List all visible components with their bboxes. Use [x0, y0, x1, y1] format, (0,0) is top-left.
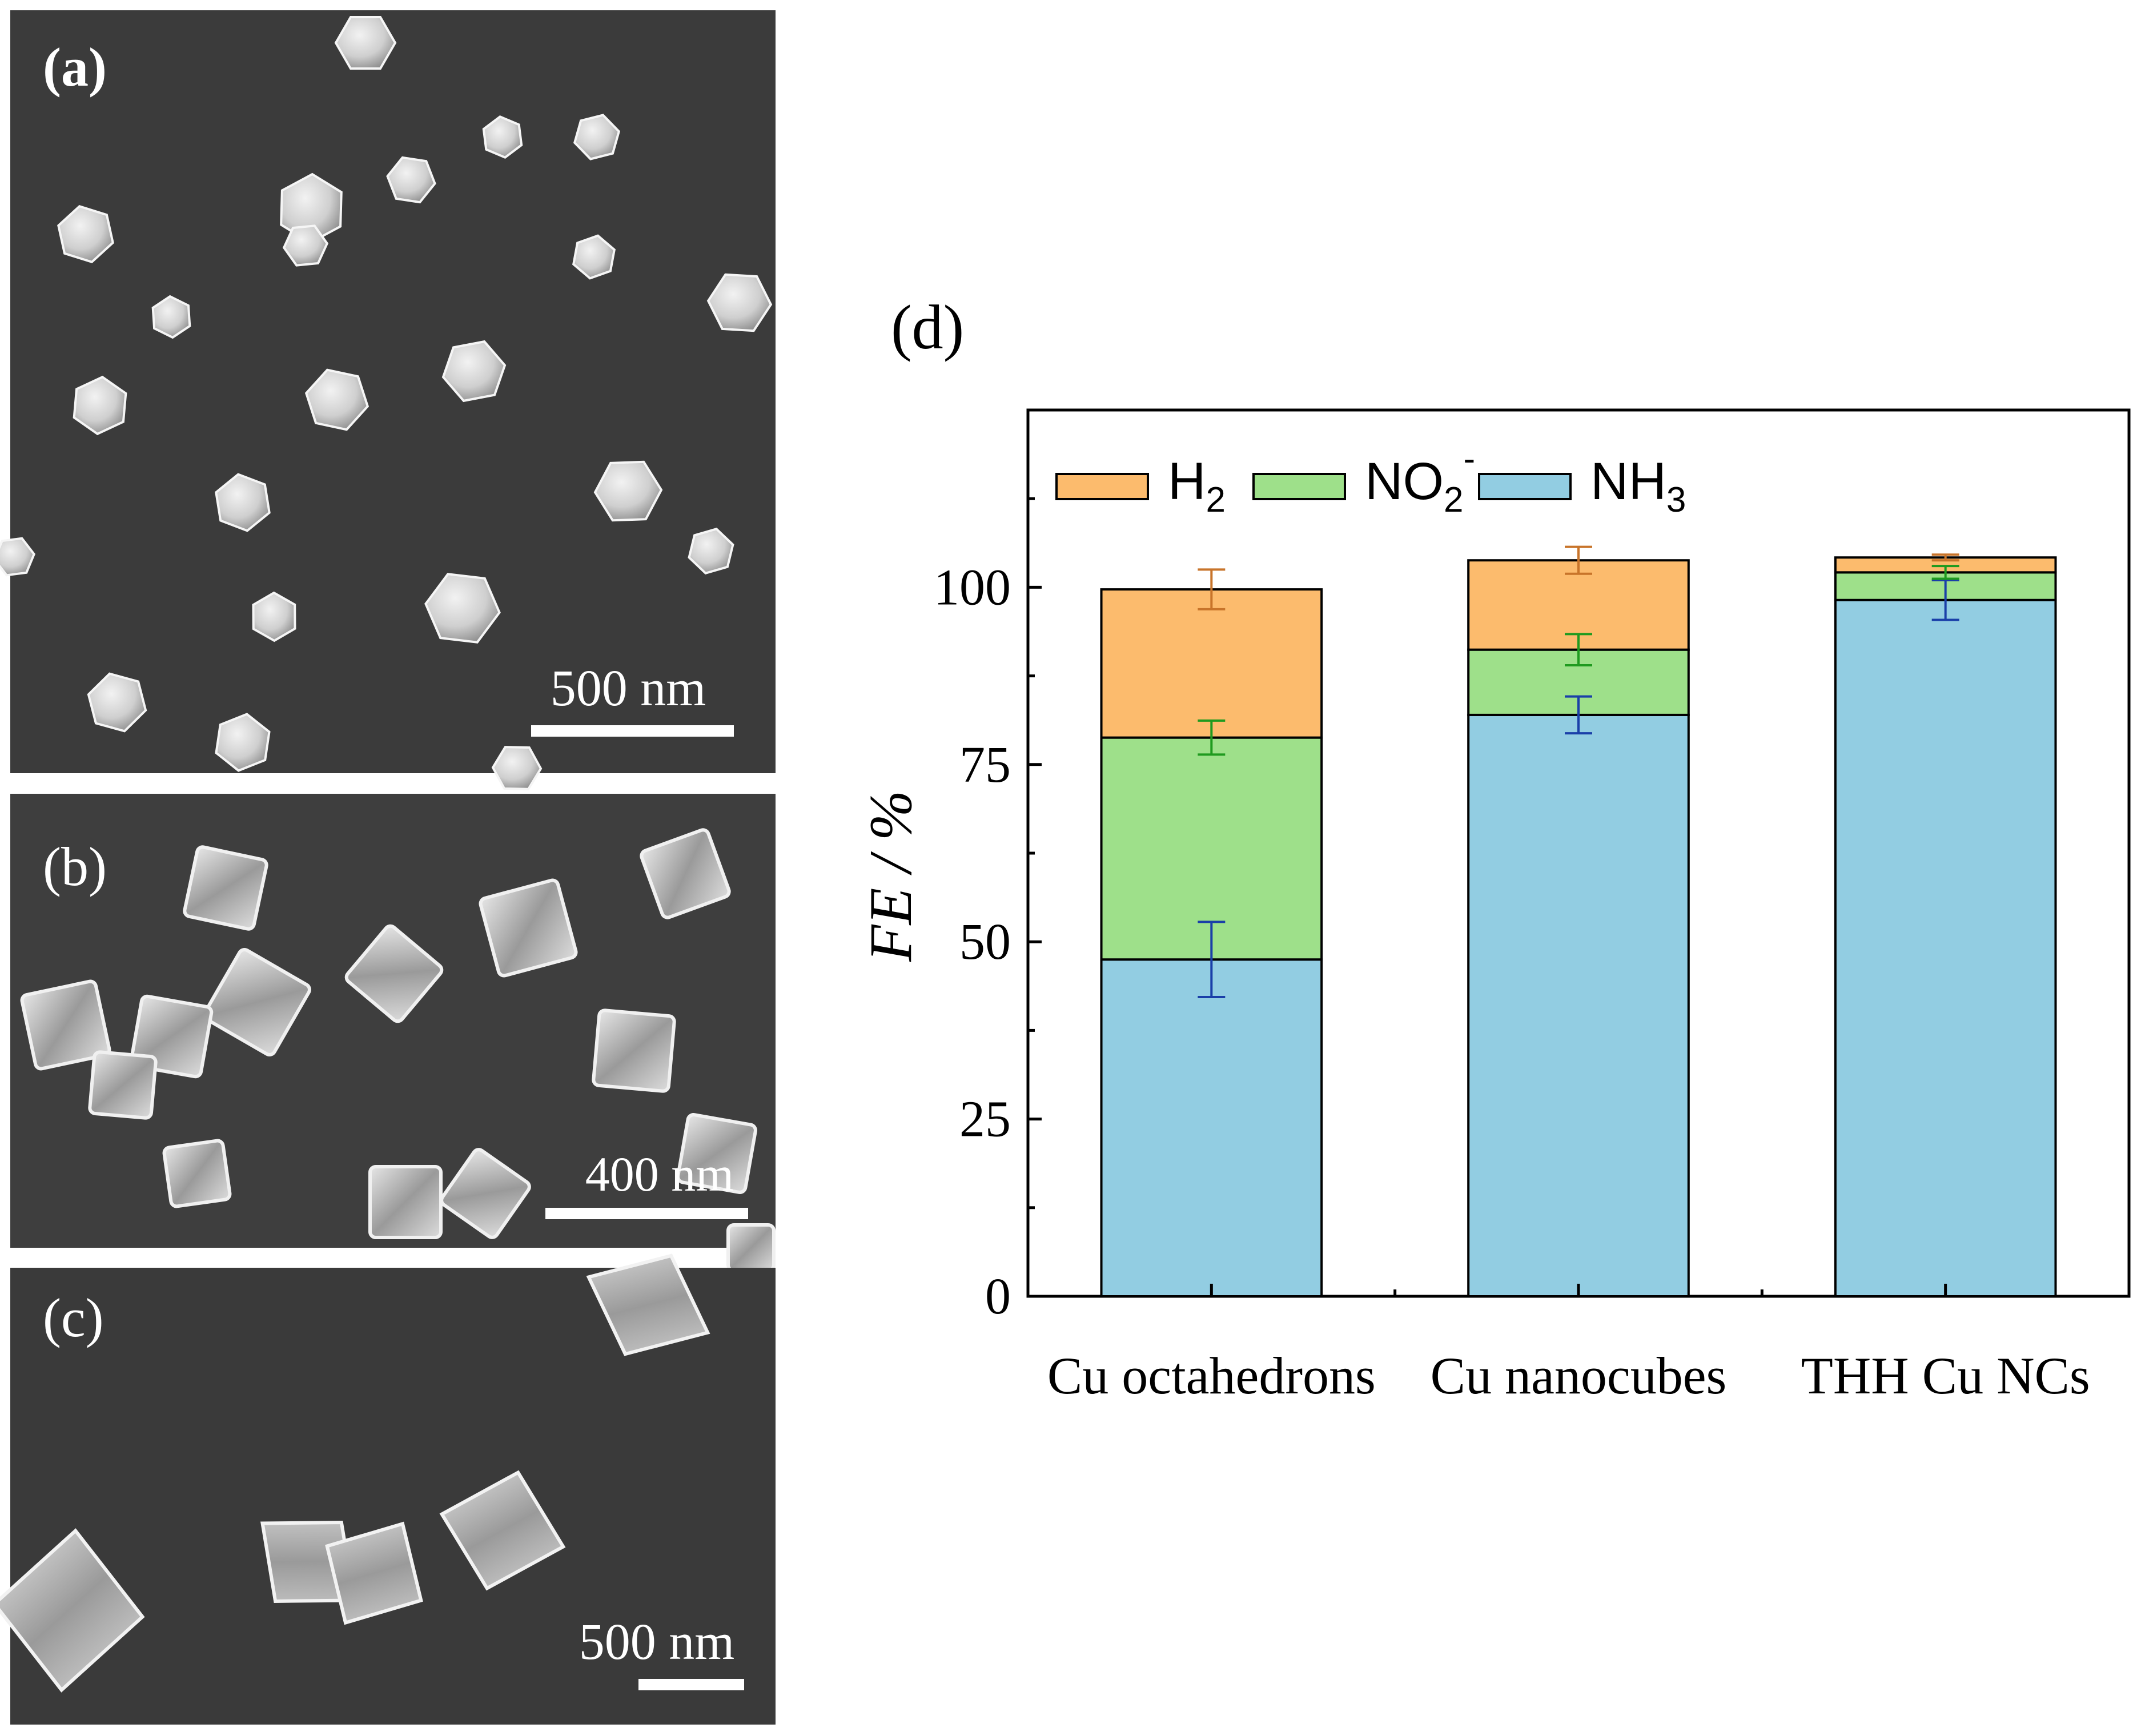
octahedron-particle	[280, 172, 343, 244]
legend-label: NH3	[1590, 452, 1686, 520]
panel-b-micrograph: (b) 400 nm	[10, 794, 776, 1272]
error-bar	[1198, 568, 1226, 610]
panel-a-micrograph: (a) 500 nm	[0, 10, 776, 790]
octahedron-particle	[688, 527, 734, 575]
x-tick-label: Cu octahedrons	[1047, 1347, 1376, 1405]
panel-a-scale-bar	[531, 725, 734, 737]
error-bar	[1931, 553, 1959, 562]
octahedron-particle	[424, 573, 501, 644]
octahedron-particle	[73, 375, 127, 436]
thh-particle	[586, 1253, 710, 1356]
error-bar	[1565, 695, 1592, 735]
octahedron-particle	[252, 591, 296, 642]
legend-item: NO2-	[1252, 439, 1475, 520]
panel-c-micrograph: (c) 500 nm	[0, 1253, 776, 1725]
nanocube-particle	[440, 1148, 531, 1239]
octahedron-particle	[215, 473, 271, 532]
octahedron-particle	[151, 295, 191, 339]
octahedron-particle	[593, 460, 663, 522]
error-bar	[1565, 545, 1592, 575]
octahedron-particle	[57, 204, 114, 264]
error-bar	[1198, 921, 1226, 999]
panel-c-scale-bar	[638, 1679, 744, 1690]
octahedron-particle	[282, 224, 329, 267]
error-bar	[1565, 633, 1592, 666]
panel-b-label: (b)	[43, 836, 107, 897]
octahedron-particle	[0, 537, 35, 577]
nanocube-particle	[676, 1113, 757, 1194]
panel-c-scale-bar-label: 500 nm	[579, 1614, 735, 1670]
nanocube-particle	[344, 924, 444, 1023]
y-tick-label: 50	[959, 914, 1011, 970]
panel-c-label: (c)	[43, 1287, 104, 1348]
octahedron-particle	[491, 746, 543, 790]
panel-d-label: (d)	[891, 292, 964, 362]
bars	[1100, 556, 2057, 1297]
nanocube-particle	[726, 1223, 776, 1272]
octahedron-particle	[87, 672, 147, 733]
y-tick-label: 25	[959, 1091, 1011, 1148]
nanocube-particle	[203, 948, 311, 1056]
nanocube-particle	[479, 878, 578, 978]
panel-c-particles	[0, 1253, 710, 1693]
bar-segment	[1100, 958, 1323, 1297]
thh-particle	[439, 1470, 566, 1591]
error-bar	[1198, 719, 1226, 756]
bar-segment	[1834, 598, 2057, 1297]
octahedron-particle	[573, 114, 621, 160]
thh-particle	[325, 1521, 423, 1625]
panel-b-scale-bar-label: 400 nm	[585, 1147, 734, 1201]
octahedron-particle	[386, 156, 436, 204]
octahedron-particle	[334, 16, 397, 70]
y-axis: 0 25 50 75 100	[934, 408, 1042, 1325]
octahedron-particle	[482, 115, 523, 159]
nanocube-particle	[88, 1050, 158, 1120]
nanocube-particle	[368, 1165, 443, 1239]
panel-a-background	[10, 10, 776, 773]
panel-b-particles	[20, 828, 776, 1272]
legend: H2 NO2- NH3	[1055, 439, 1686, 520]
panel-a-label: (a)	[43, 37, 107, 98]
nanocube-particle	[640, 828, 731, 919]
nanocube-particle	[183, 845, 268, 931]
legend-item: NH3	[1478, 452, 1686, 520]
error-bars	[1198, 545, 1959, 999]
legend-label: H2	[1168, 452, 1226, 520]
thh-particle	[0, 1528, 145, 1693]
bar-segment	[1467, 713, 1690, 1297]
y-axis-label: FE / %	[857, 790, 924, 962]
octahedron-particle	[572, 234, 616, 280]
panel-d-chart: (d) 0 25 50 75 100 Cu octahedrons Cu nanocube…	[857, 292, 2131, 1405]
legend-swatch	[1055, 473, 1149, 500]
nanocube-particle	[592, 1008, 676, 1093]
octahedron-particle	[215, 713, 271, 772]
legend-label: NO2-	[1365, 439, 1475, 520]
x-tick-label: THH Cu NCs	[1801, 1347, 2090, 1405]
legend-swatch	[1478, 473, 1572, 500]
y-tick-label: 100	[934, 559, 1011, 616]
x-axis: Cu octahedrons Cu nanocubes THH Cu NCs	[1047, 1284, 2090, 1405]
octahedron-particle	[706, 273, 773, 332]
panel-a-scale-bar-label: 500 nm	[551, 660, 706, 717]
nanocube-particle	[162, 1139, 232, 1208]
bar-segment	[1100, 588, 1323, 739]
nanocube-particle	[20, 979, 111, 1071]
octahedron-particle	[304, 368, 369, 431]
octahedron-particle	[441, 340, 507, 403]
legend-item: H2	[1055, 452, 1226, 520]
panel-a-particles	[0, 16, 773, 790]
y-tick-label: 75	[959, 737, 1011, 793]
x-tick-label: Cu nanocubes	[1431, 1347, 1727, 1405]
error-bar	[1931, 565, 1959, 580]
legend-swatch	[1252, 473, 1346, 500]
y-tick-label: 0	[985, 1268, 1011, 1325]
error-bar	[1931, 578, 1959, 621]
panel-b-scale-bar	[545, 1208, 748, 1219]
